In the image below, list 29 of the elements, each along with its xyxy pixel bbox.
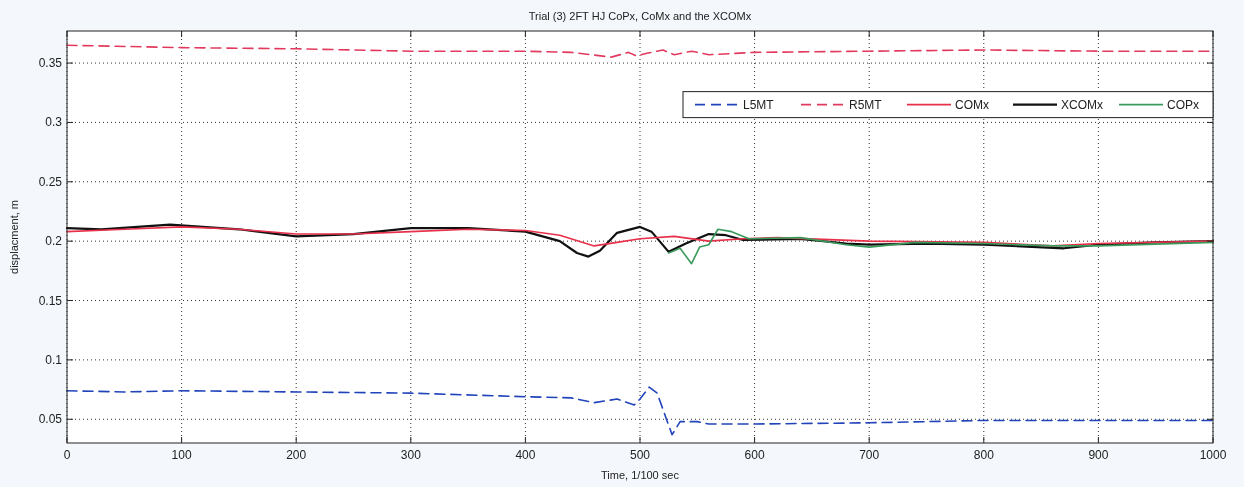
- x-tick-label: 0: [63, 448, 71, 462]
- y-tick-label: 0.2: [45, 234, 63, 249]
- y-tick-label: 0.1: [45, 352, 63, 367]
- y-tick-label: 0.35: [38, 56, 63, 71]
- x-axis-title: Time, 1/100 sec: [601, 469, 680, 481]
- legend-label: COMx: [955, 97, 989, 112]
- legend-label: L5MT: [743, 97, 775, 112]
- legend-label: XCOMx: [1061, 97, 1103, 112]
- x-tick-label: 400: [515, 448, 536, 462]
- x-tick-label: 100: [171, 448, 192, 462]
- x-tick-label: 200: [286, 448, 307, 462]
- x-tick-label: 800: [973, 448, 995, 462]
- x-tick-label: 300: [400, 448, 422, 462]
- legend-label: COPx: [1167, 97, 1200, 112]
- y-axis-title: displacment, m: [8, 200, 20, 274]
- x-tick-label: 500: [629, 448, 651, 462]
- x-tick-label: 700: [859, 448, 880, 462]
- line-series: [66, 386, 1214, 436]
- x-tick-label: 1000: [1199, 448, 1227, 462]
- y-tick-label: 0.15: [38, 293, 63, 308]
- x-tick-label: 600: [744, 448, 765, 462]
- chart-title: Trial (3) 2FT HJ CoPx, CoMx and the XCOMx: [528, 10, 752, 22]
- y-tick-label: 0.3: [45, 115, 63, 130]
- legend-label: R5MT: [849, 97, 883, 112]
- line-series: [667, 228, 1214, 265]
- line-series: [66, 226, 1214, 247]
- y-tick-label: 0.25: [38, 174, 63, 189]
- x-tick-label: 900: [1088, 448, 1109, 462]
- y-tick-label: 0.05: [38, 412, 63, 427]
